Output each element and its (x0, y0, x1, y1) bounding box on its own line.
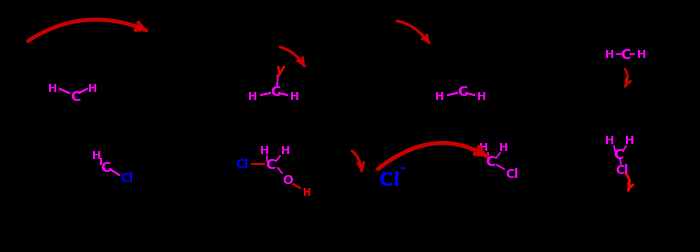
Text: H: H (260, 145, 270, 155)
Text: H: H (248, 92, 258, 102)
Text: C: C (265, 158, 275, 171)
Text: H: H (302, 187, 310, 197)
Text: Cl: Cl (615, 164, 629, 177)
Text: H: H (48, 84, 57, 94)
Text: O: O (283, 173, 293, 186)
Text: H: H (499, 142, 509, 152)
Text: C: C (485, 154, 495, 168)
Text: C: C (620, 48, 630, 62)
Text: H: H (625, 136, 635, 145)
Text: H: H (435, 92, 444, 102)
Text: H: H (638, 50, 647, 60)
Text: C: C (70, 90, 80, 104)
Text: H: H (480, 142, 489, 152)
Text: C: C (613, 147, 623, 161)
Text: H: H (606, 50, 615, 60)
Text: C: C (270, 85, 280, 99)
Text: Cl: Cl (379, 170, 400, 189)
Text: y: y (276, 63, 284, 77)
Text: H: H (290, 92, 300, 102)
Text: H: H (606, 136, 615, 145)
Text: H: H (281, 145, 290, 155)
Text: Cl: Cl (505, 167, 519, 180)
Text: C: C (100, 160, 110, 174)
Text: H: H (88, 84, 97, 94)
Text: -: - (399, 160, 405, 174)
Text: Cl: Cl (235, 158, 248, 171)
Text: Cl: Cl (120, 171, 134, 184)
Text: C: C (457, 85, 467, 99)
Text: H: H (477, 92, 486, 102)
Text: H: H (92, 150, 102, 160)
